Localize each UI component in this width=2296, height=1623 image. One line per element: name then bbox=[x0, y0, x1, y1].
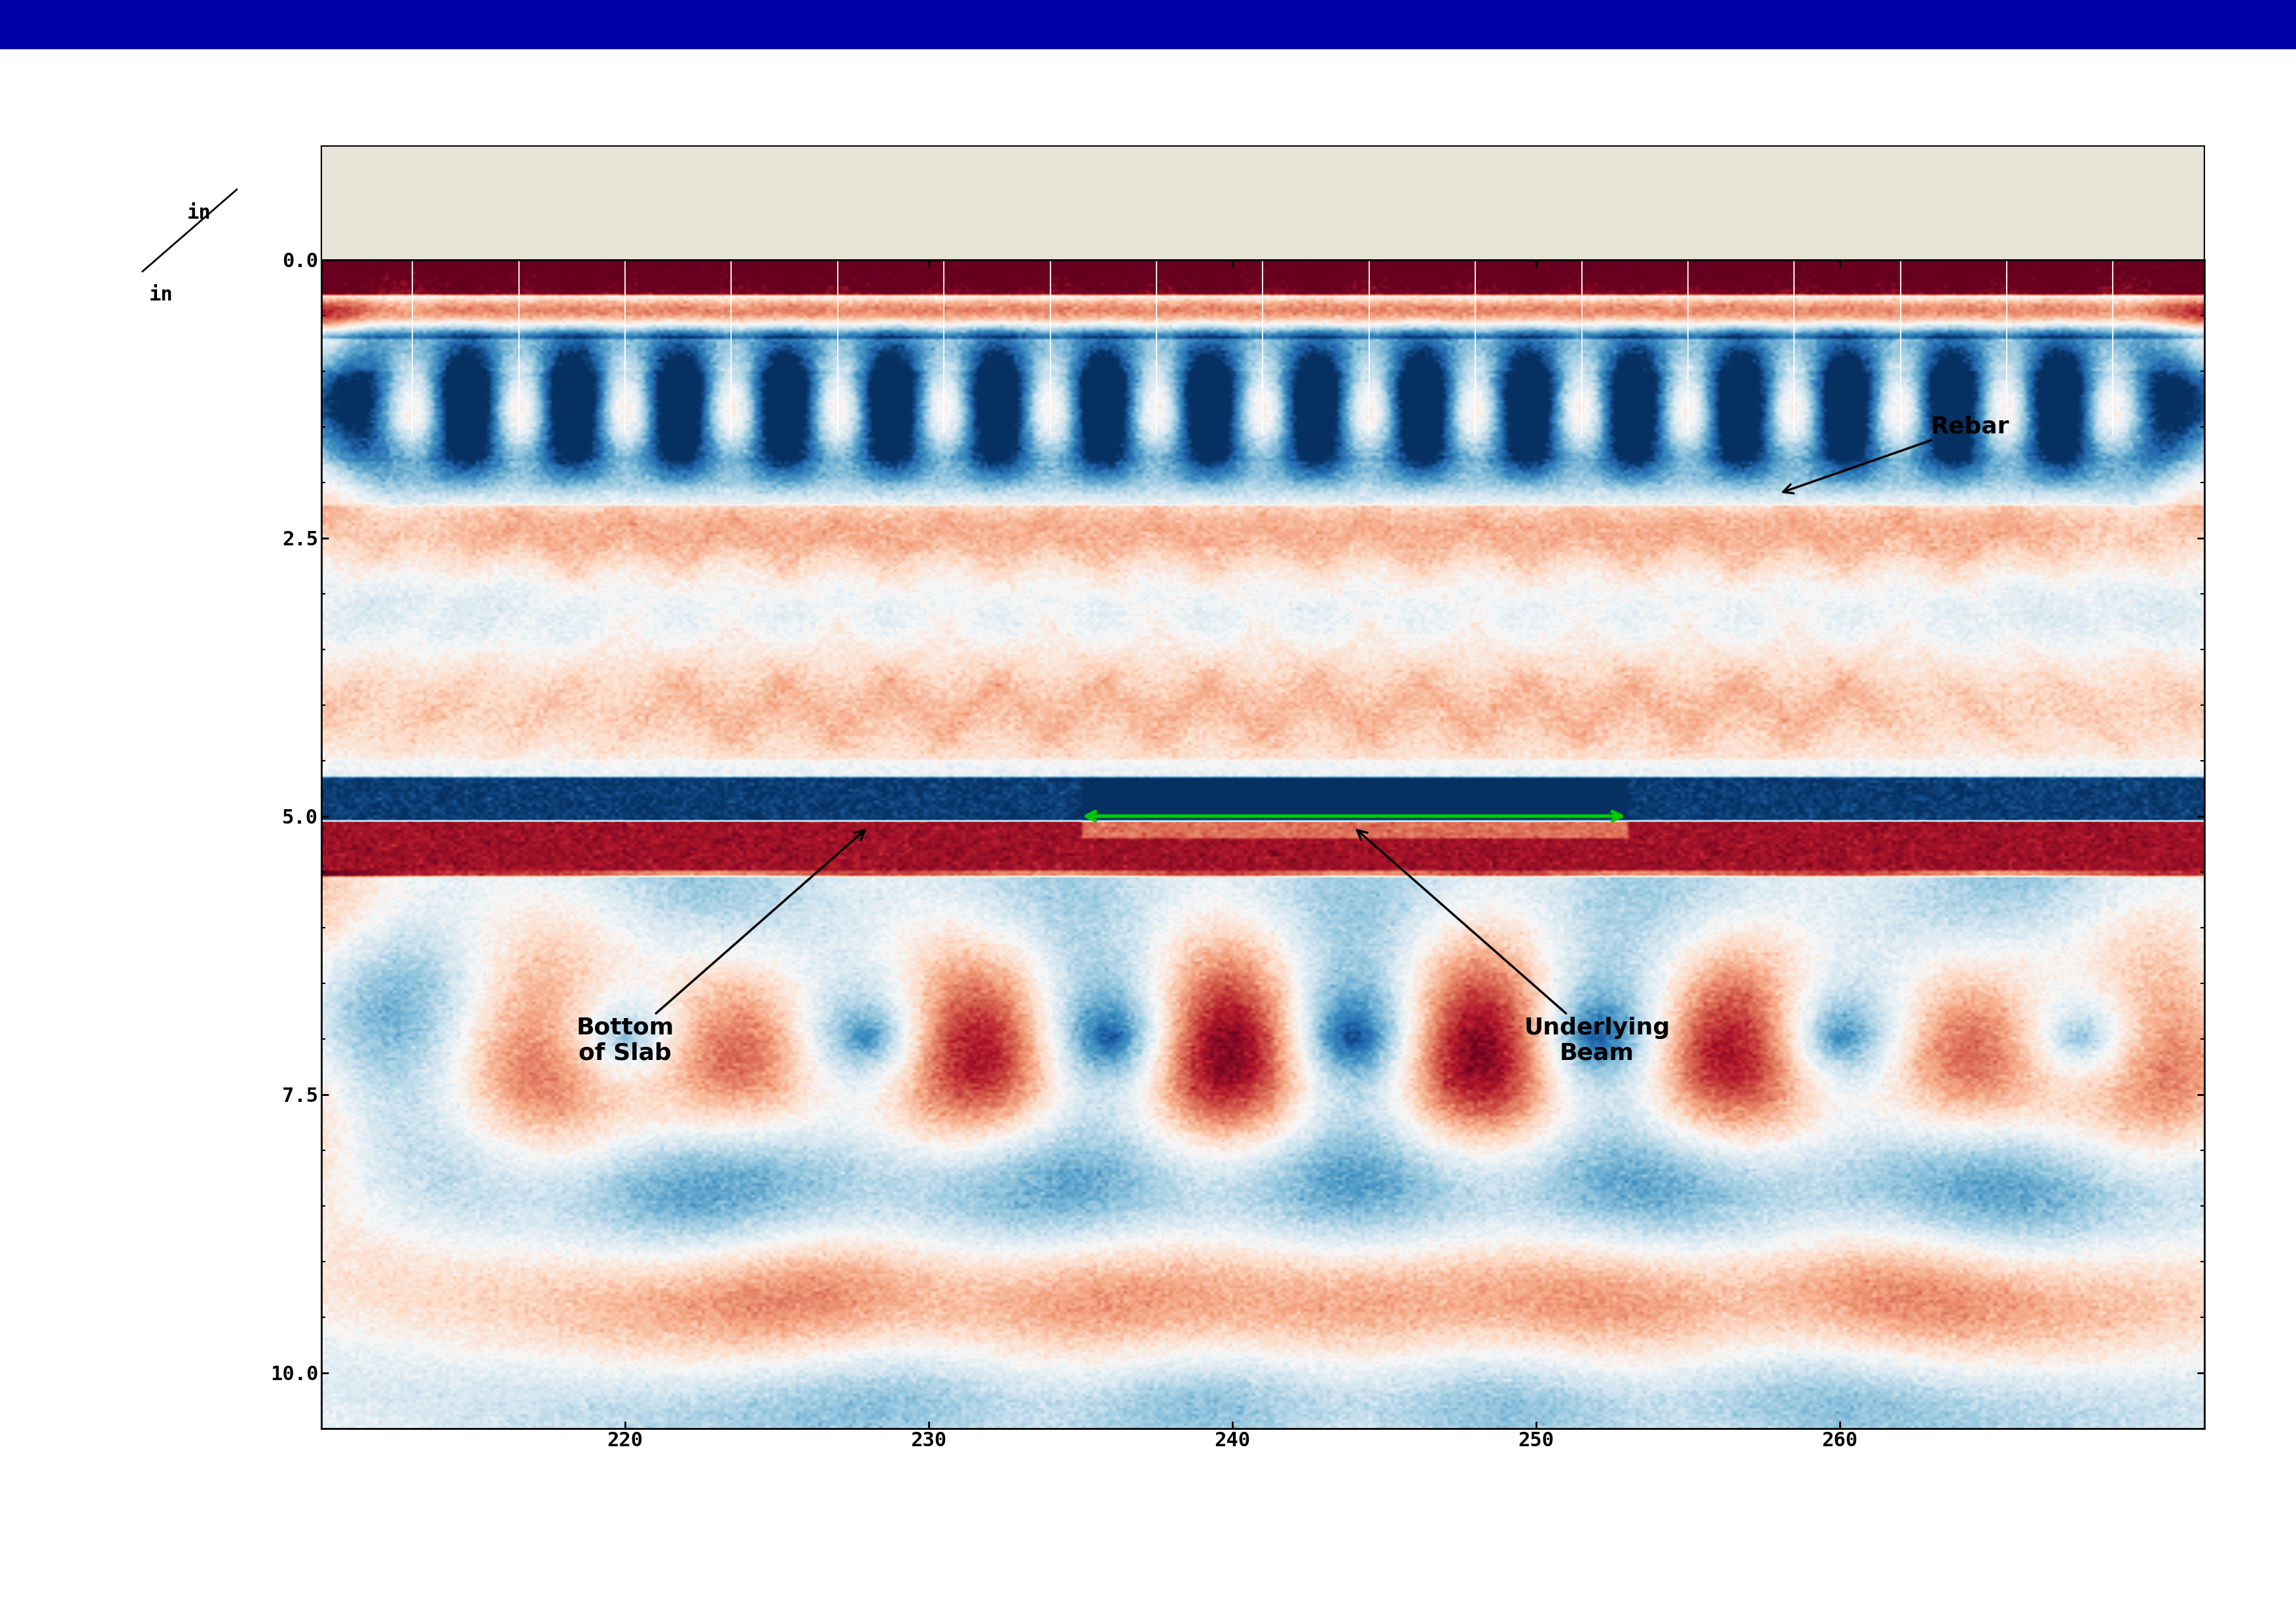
Text: Rebar: Rebar bbox=[1784, 415, 2009, 493]
Text: in: in bbox=[186, 203, 211, 222]
Text: Underlying
Beam: Underlying Beam bbox=[1357, 829, 1669, 1065]
Text: Bottom
of Slab: Bottom of Slab bbox=[576, 829, 866, 1065]
Text: in: in bbox=[149, 286, 174, 304]
